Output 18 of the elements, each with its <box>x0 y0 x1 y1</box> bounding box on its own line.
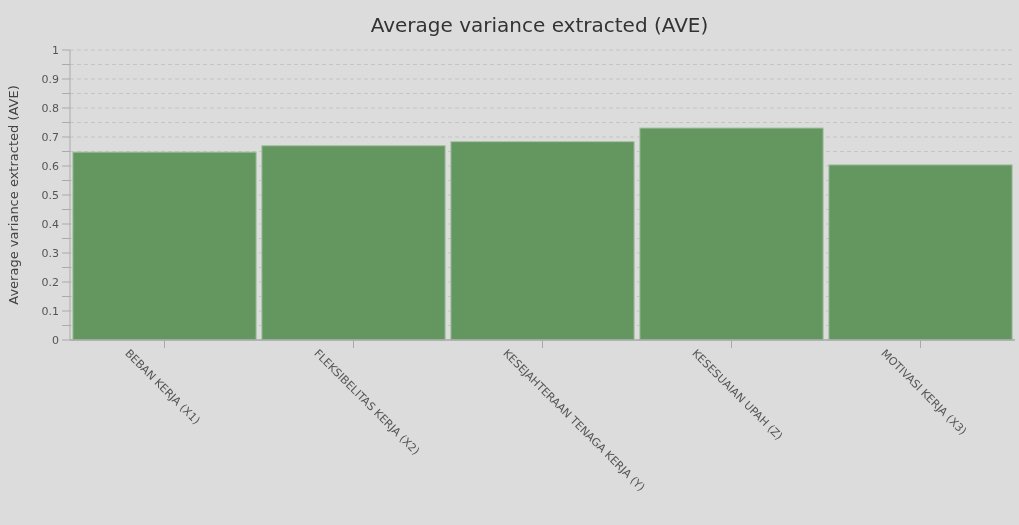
y-tick-label: 0.5 <box>41 188 59 202</box>
bar <box>639 127 824 341</box>
y-tick-label: 0.9 <box>41 72 59 86</box>
y-axis-title: Average variance extracted (AVE) <box>6 85 21 305</box>
y-tick-label: 0.4 <box>41 217 59 231</box>
y-tick-label: 0.8 <box>41 101 59 115</box>
chart-title: Average variance extracted (AVE) <box>370 13 709 37</box>
bar <box>450 141 635 341</box>
bar <box>261 145 446 341</box>
y-tick-label: 0.2 <box>41 275 59 289</box>
y-tick-label: 0 <box>52 333 59 347</box>
y-tick-label: 1 <box>52 43 59 57</box>
y-tick-label: 0.7 <box>41 130 59 144</box>
bar <box>72 151 257 341</box>
y-tick-label: 0.3 <box>41 246 59 260</box>
bar <box>828 164 1013 341</box>
y-tick-label: 0.6 <box>41 159 59 173</box>
y-tick-label: 0.1 <box>41 304 59 318</box>
